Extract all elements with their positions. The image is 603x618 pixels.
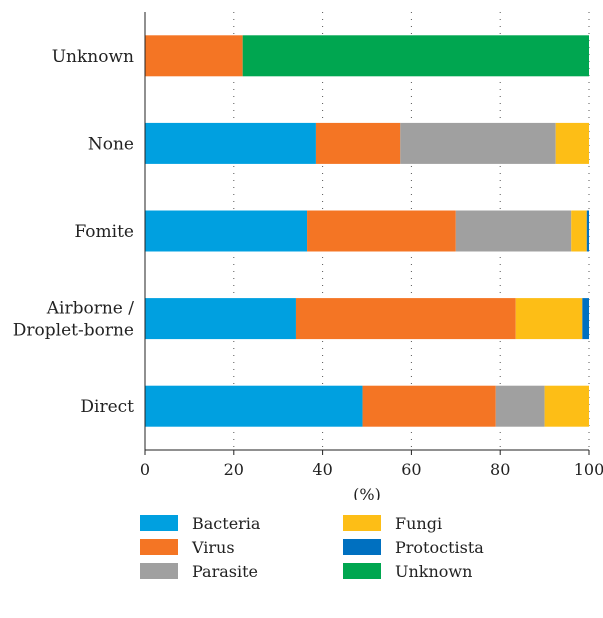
bar-segment-1-1 xyxy=(315,122,401,164)
bar-segment-0-1 xyxy=(145,35,243,77)
legend-swatch xyxy=(343,539,381,555)
legend-swatch xyxy=(343,563,381,579)
legend-item-3: Fungi xyxy=(343,512,442,534)
x-axis-ticks: 0 20 40 60 80 100 xyxy=(140,450,603,479)
category-label-0: Unknown xyxy=(52,47,134,67)
legend-item-4: Protoctista xyxy=(343,536,484,558)
bar-segment-2-3 xyxy=(571,210,587,252)
bars xyxy=(145,35,589,427)
x-tick-label-20: 20 xyxy=(224,460,244,479)
bar-segment-4-3 xyxy=(544,385,589,427)
legend-swatch xyxy=(140,515,178,531)
legend-item-0: Bacteria xyxy=(140,512,260,534)
legend-label: Protoctista xyxy=(395,537,484,557)
category-label-2: Fomite xyxy=(74,222,134,242)
bar-segment-2-2 xyxy=(455,210,572,252)
bar-segment-2-4 xyxy=(586,210,589,252)
x-axis-title: (%) xyxy=(353,485,381,500)
bar-segment-3-3 xyxy=(515,298,583,340)
bar-segment-1-3 xyxy=(555,122,589,164)
bar-segment-1-0 xyxy=(145,122,316,164)
bar-segment-4-2 xyxy=(495,385,545,427)
legend-label: Fungi xyxy=(395,513,443,533)
stacked-bar-chart: 0 20 40 60 80 100 Unknown None Fomite Airborne /… xyxy=(13,12,603,500)
legend-swatch xyxy=(140,539,178,555)
x-tick-label-0: 0 xyxy=(140,460,150,479)
bar-segment-3-0 xyxy=(145,298,296,340)
bar-segment-2-1 xyxy=(307,210,456,252)
bar-segment-0-5 xyxy=(242,35,589,77)
bar-segment-3-1 xyxy=(295,298,516,340)
legend-label: Virus xyxy=(192,537,235,557)
category-label-1: None xyxy=(88,134,134,154)
category-label-3: Airborne / Droplet-borne xyxy=(13,299,134,341)
bar-segment-2-0 xyxy=(145,210,308,252)
bar-segment-3-4 xyxy=(582,298,589,340)
legend-item-1: Virus xyxy=(140,536,235,558)
bar-segment-4-0 xyxy=(145,385,363,427)
bar-segment-1-2 xyxy=(400,122,556,164)
legend-swatch xyxy=(140,563,178,579)
category-labels: Unknown None Fomite Airborne / Droplet-borne… xyxy=(13,47,134,417)
x-tick-label-60: 60 xyxy=(401,460,421,479)
legend-item-2: Parasite xyxy=(140,560,258,582)
bar-segment-4-1 xyxy=(362,385,496,427)
x-tick-label-40: 40 xyxy=(312,460,332,479)
legend-item-5: Unknown xyxy=(343,560,472,582)
legend-label: Bacteria xyxy=(192,513,261,533)
x-tick-label-100: 100 xyxy=(574,460,603,479)
legend-label: Parasite xyxy=(192,561,258,581)
legend: Bacteria Virus Parasite Fungi Protoctista Unk… xyxy=(140,512,580,612)
category-label-4: Direct xyxy=(80,397,134,417)
legend-swatch xyxy=(343,515,381,531)
legend-label: Unknown xyxy=(395,561,473,581)
x-tick-label-80: 80 xyxy=(490,460,510,479)
